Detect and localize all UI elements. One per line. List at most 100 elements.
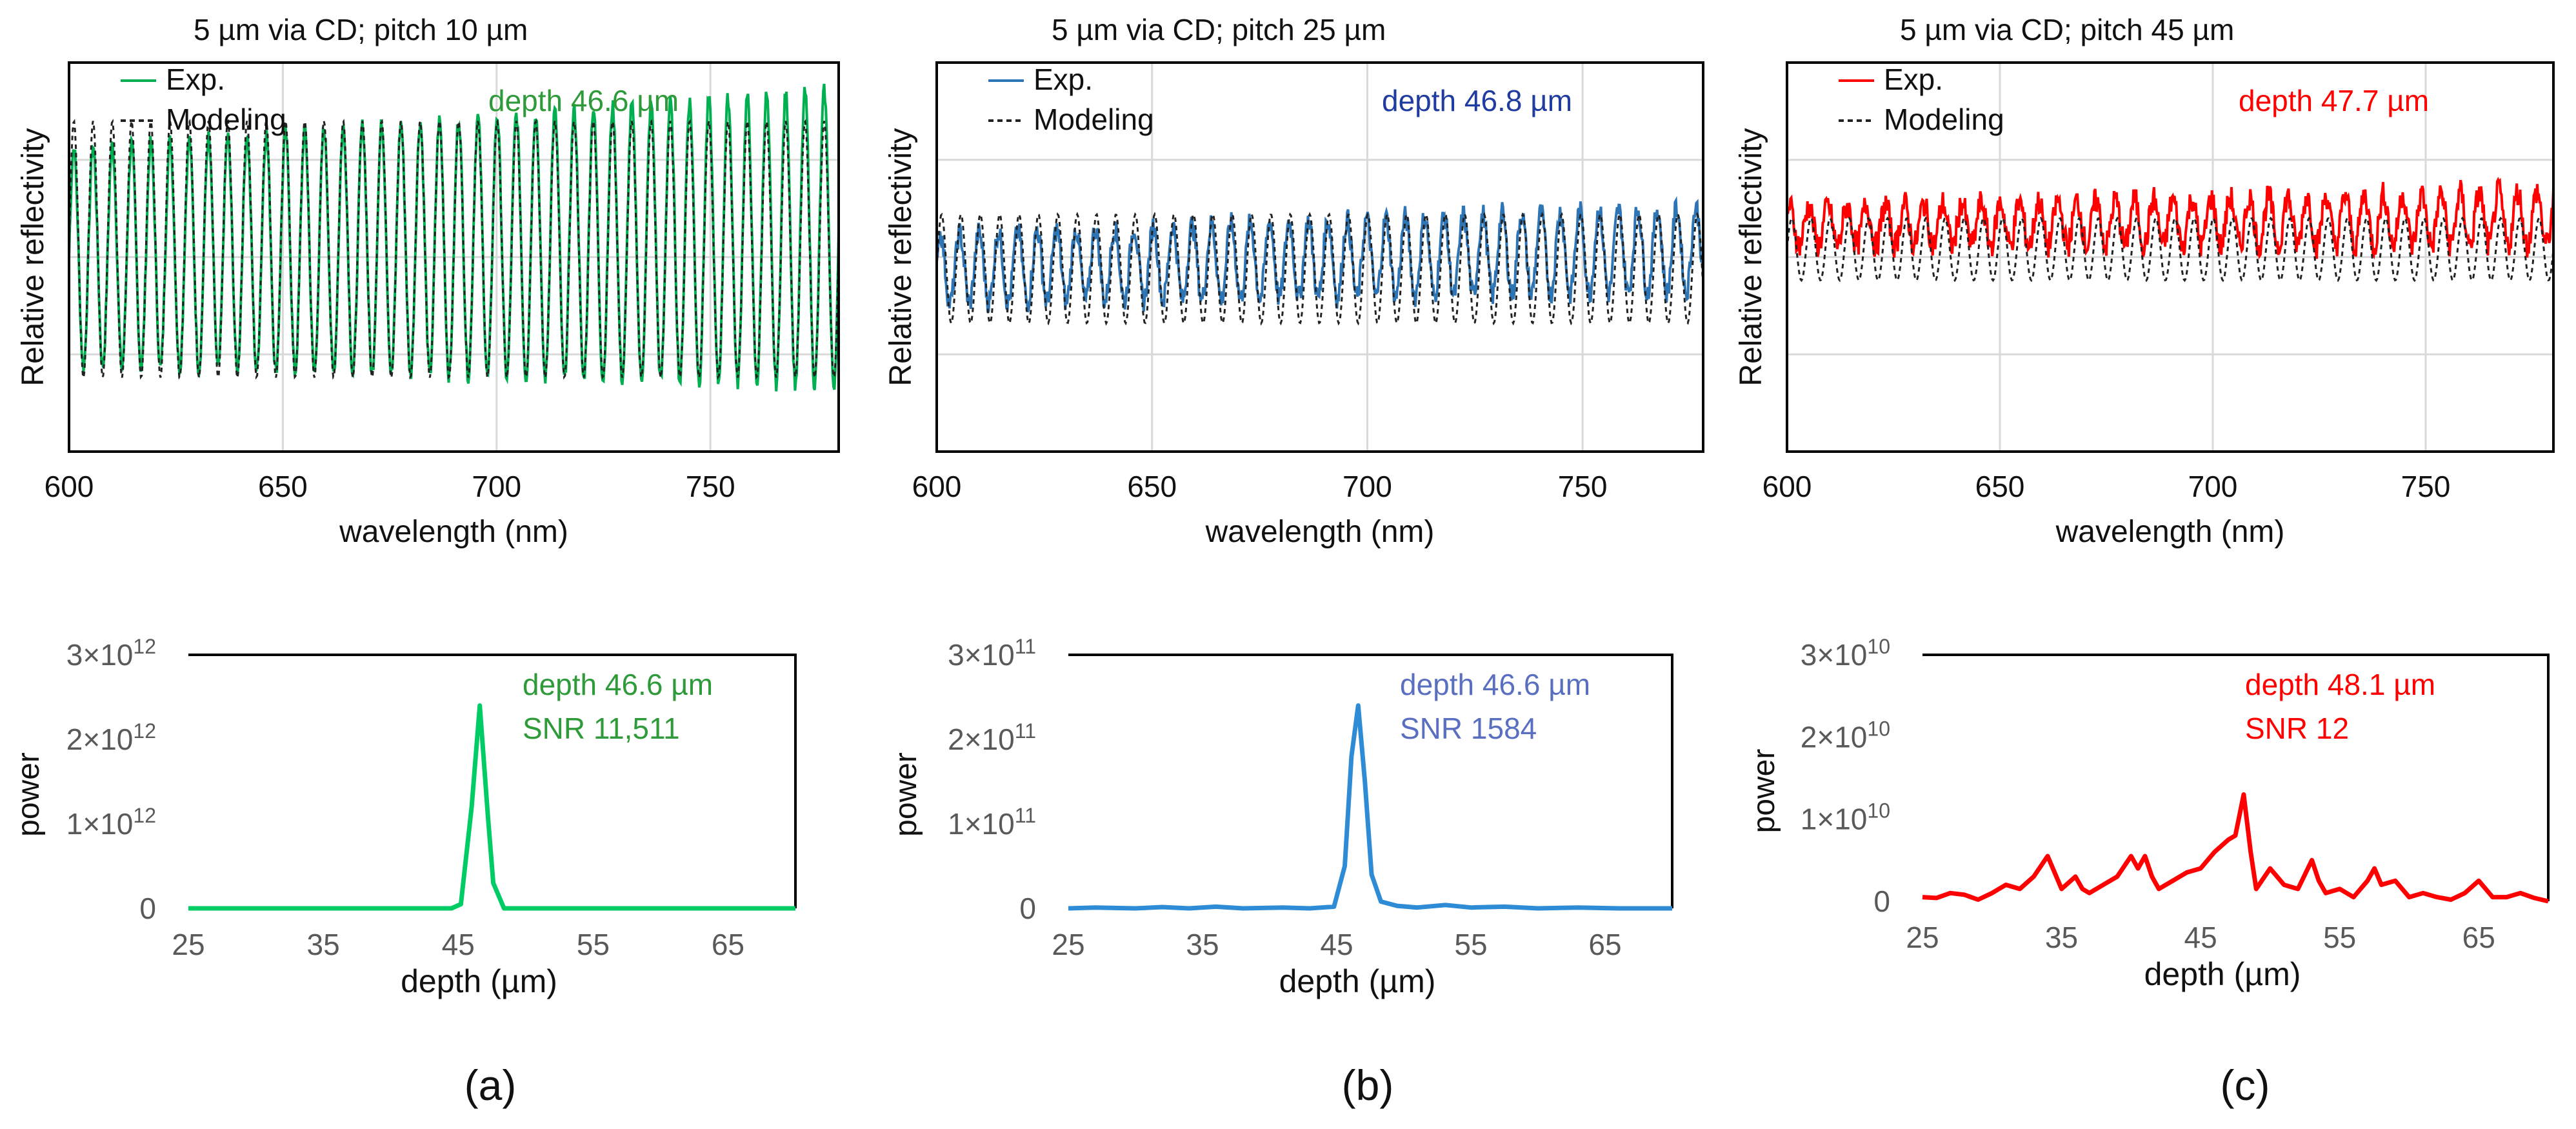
y-axis-label: Relative reflectivity xyxy=(16,128,50,386)
plot-frame xyxy=(1922,654,2550,901)
peak-annotation: SNR 1584 xyxy=(1400,712,1537,745)
plot-frame xyxy=(188,654,797,908)
x-axis-label: wavelength (nm) xyxy=(339,515,568,549)
x-tick-label: 700 xyxy=(472,470,521,503)
y-tick-label: 3×1011 xyxy=(948,635,1036,672)
x-tick-label: 750 xyxy=(2401,470,2451,503)
y-tick-mantissa: 3×10 xyxy=(948,638,1015,672)
y-tick-exponent: 10 xyxy=(1867,799,1890,823)
plot-frame xyxy=(68,61,840,453)
y-tick-mantissa: 1×10 xyxy=(948,807,1015,841)
y-tick-mantissa: 3×10 xyxy=(1801,638,1868,672)
chart-title: 5 µm via CD; pitch 25 µm xyxy=(1052,13,1386,46)
series-line-modeling xyxy=(935,212,1704,326)
x-axis-label: depth (µm) xyxy=(401,963,557,999)
x-tick-label: 45 xyxy=(2184,921,2217,954)
y-tick-label: 3×1010 xyxy=(1801,635,1890,672)
y-tick-mantissa: 1×10 xyxy=(1801,803,1868,836)
x-tick-label: 700 xyxy=(1343,470,1392,503)
depth-annotation: depth 46.8 µm xyxy=(1382,84,1572,117)
y-tick-label: 1×1010 xyxy=(1801,799,1890,836)
chart-title: 5 µm via CD; pitch 10 µm xyxy=(194,13,528,46)
power-line xyxy=(1922,792,2549,904)
x-tick-label: 55 xyxy=(2323,921,2356,954)
legend-label: Exp. xyxy=(1884,63,1943,96)
y-tick-label: 1×1011 xyxy=(948,804,1036,841)
plot-frame xyxy=(1068,654,1673,908)
x-tick-label: 750 xyxy=(686,470,735,503)
x-tick-label: 650 xyxy=(1127,470,1177,503)
y-tick-mantissa: 0 xyxy=(1019,892,1036,925)
y-tick-label: 0 xyxy=(139,892,156,925)
reflectivity-chart-b: 5 µm via CD; pitch 25 µm Exp. Modeling dept… xyxy=(884,13,1704,549)
x-axis-label: wavelength (nm) xyxy=(1205,515,1435,549)
x-axis-label: depth (µm) xyxy=(1279,963,1436,999)
y-tick-exponent: 11 xyxy=(1015,719,1036,743)
x-tick-label: 650 xyxy=(1975,470,2025,503)
series-line-modeling xyxy=(68,119,840,380)
peak-annotation: depth 48.1 µm xyxy=(2245,668,2435,701)
x-tick-label: 45 xyxy=(1320,928,1353,961)
depth-annotation: depth 47.7 µm xyxy=(2239,84,2429,117)
y-tick-label: 2×1012 xyxy=(66,719,156,756)
x-tick-label: 25 xyxy=(172,928,205,961)
y-tick-exponent: 12 xyxy=(133,719,156,743)
panel-label-b: (b) xyxy=(1342,1061,1394,1109)
y-tick-exponent: 12 xyxy=(133,804,156,827)
series-line-modeling xyxy=(1786,216,2555,283)
y-tick-label: 0 xyxy=(1019,892,1036,925)
y-axis-label: power xyxy=(889,752,923,837)
y-tick-exponent: 12 xyxy=(133,635,156,658)
series-line-exp xyxy=(935,195,1704,314)
y-axis-label: power xyxy=(1747,749,1781,834)
x-tick-label: 45 xyxy=(442,928,475,961)
panel-label-c: (c) xyxy=(2221,1061,2270,1109)
x-tick-label: 25 xyxy=(1906,921,1939,954)
y-tick-exponent: 10 xyxy=(1867,635,1890,658)
y-tick-label: 0 xyxy=(1873,884,1890,918)
x-tick-label: 65 xyxy=(712,928,744,961)
x-tick-label: 35 xyxy=(1186,928,1219,961)
x-tick-label: 55 xyxy=(577,928,610,961)
depth-annotation: depth 46.6 µm xyxy=(488,84,679,117)
x-tick-label: 65 xyxy=(2462,921,2495,954)
y-tick-label: 2×1011 xyxy=(948,719,1036,756)
x-tick-label: 700 xyxy=(2188,470,2238,503)
x-tick-label: 600 xyxy=(1762,470,1812,503)
plot-frame xyxy=(935,61,1704,453)
y-tick-exponent: 11 xyxy=(1015,804,1036,827)
y-tick-mantissa: 0 xyxy=(139,892,156,925)
y-tick-mantissa: 2×10 xyxy=(66,723,134,756)
x-tick-label: 55 xyxy=(1454,928,1487,961)
x-tick-label: 25 xyxy=(1052,928,1084,961)
power-line xyxy=(1068,703,1672,911)
peak-annotation: SNR 11,511 xyxy=(523,712,680,745)
x-tick-label: 35 xyxy=(307,928,340,961)
panel-label-a: (a) xyxy=(464,1061,517,1109)
y-tick-label: 1×1012 xyxy=(66,804,156,841)
x-tick-label: 750 xyxy=(1558,470,1608,503)
x-tick-label: 650 xyxy=(258,470,308,503)
y-axis-label: Relative reflectivity xyxy=(1734,128,1768,386)
x-axis-label: wavelength (nm) xyxy=(2055,515,2285,549)
chart-title: 5 µm via CD; pitch 45 µm xyxy=(1900,13,2234,46)
legend-label: Exp. xyxy=(166,63,225,96)
x-axis-label: depth (µm) xyxy=(2144,956,2301,992)
y-tick-mantissa: 0 xyxy=(1873,884,1890,918)
peak-annotation: depth 46.6 µm xyxy=(523,668,713,701)
y-axis-label: power xyxy=(12,752,46,837)
reflectivity-chart-c: 5 µm via CD; pitch 45 µm Exp. Modeling dept… xyxy=(1734,13,2555,549)
x-tick-label: 65 xyxy=(1588,928,1621,961)
peak-annotation: depth 46.6 µm xyxy=(1400,668,1590,701)
legend-label: Modeling xyxy=(166,103,286,136)
series-line-exp xyxy=(1786,176,2555,260)
power-line xyxy=(188,703,795,911)
x-tick-label: 600 xyxy=(45,470,94,503)
y-tick-mantissa: 1×10 xyxy=(66,807,134,841)
legend-label: Exp. xyxy=(1033,63,1093,96)
plot-frame xyxy=(1786,61,2555,453)
y-tick-exponent: 10 xyxy=(1867,717,1890,740)
